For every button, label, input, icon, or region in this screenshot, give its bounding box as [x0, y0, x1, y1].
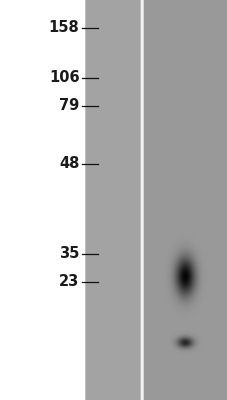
Text: 106: 106	[49, 70, 79, 86]
Text: 48: 48	[59, 156, 79, 172]
Text: 23: 23	[59, 274, 79, 290]
Text: 35: 35	[59, 246, 79, 262]
Text: 79: 79	[59, 98, 79, 114]
Text: 158: 158	[49, 20, 79, 36]
